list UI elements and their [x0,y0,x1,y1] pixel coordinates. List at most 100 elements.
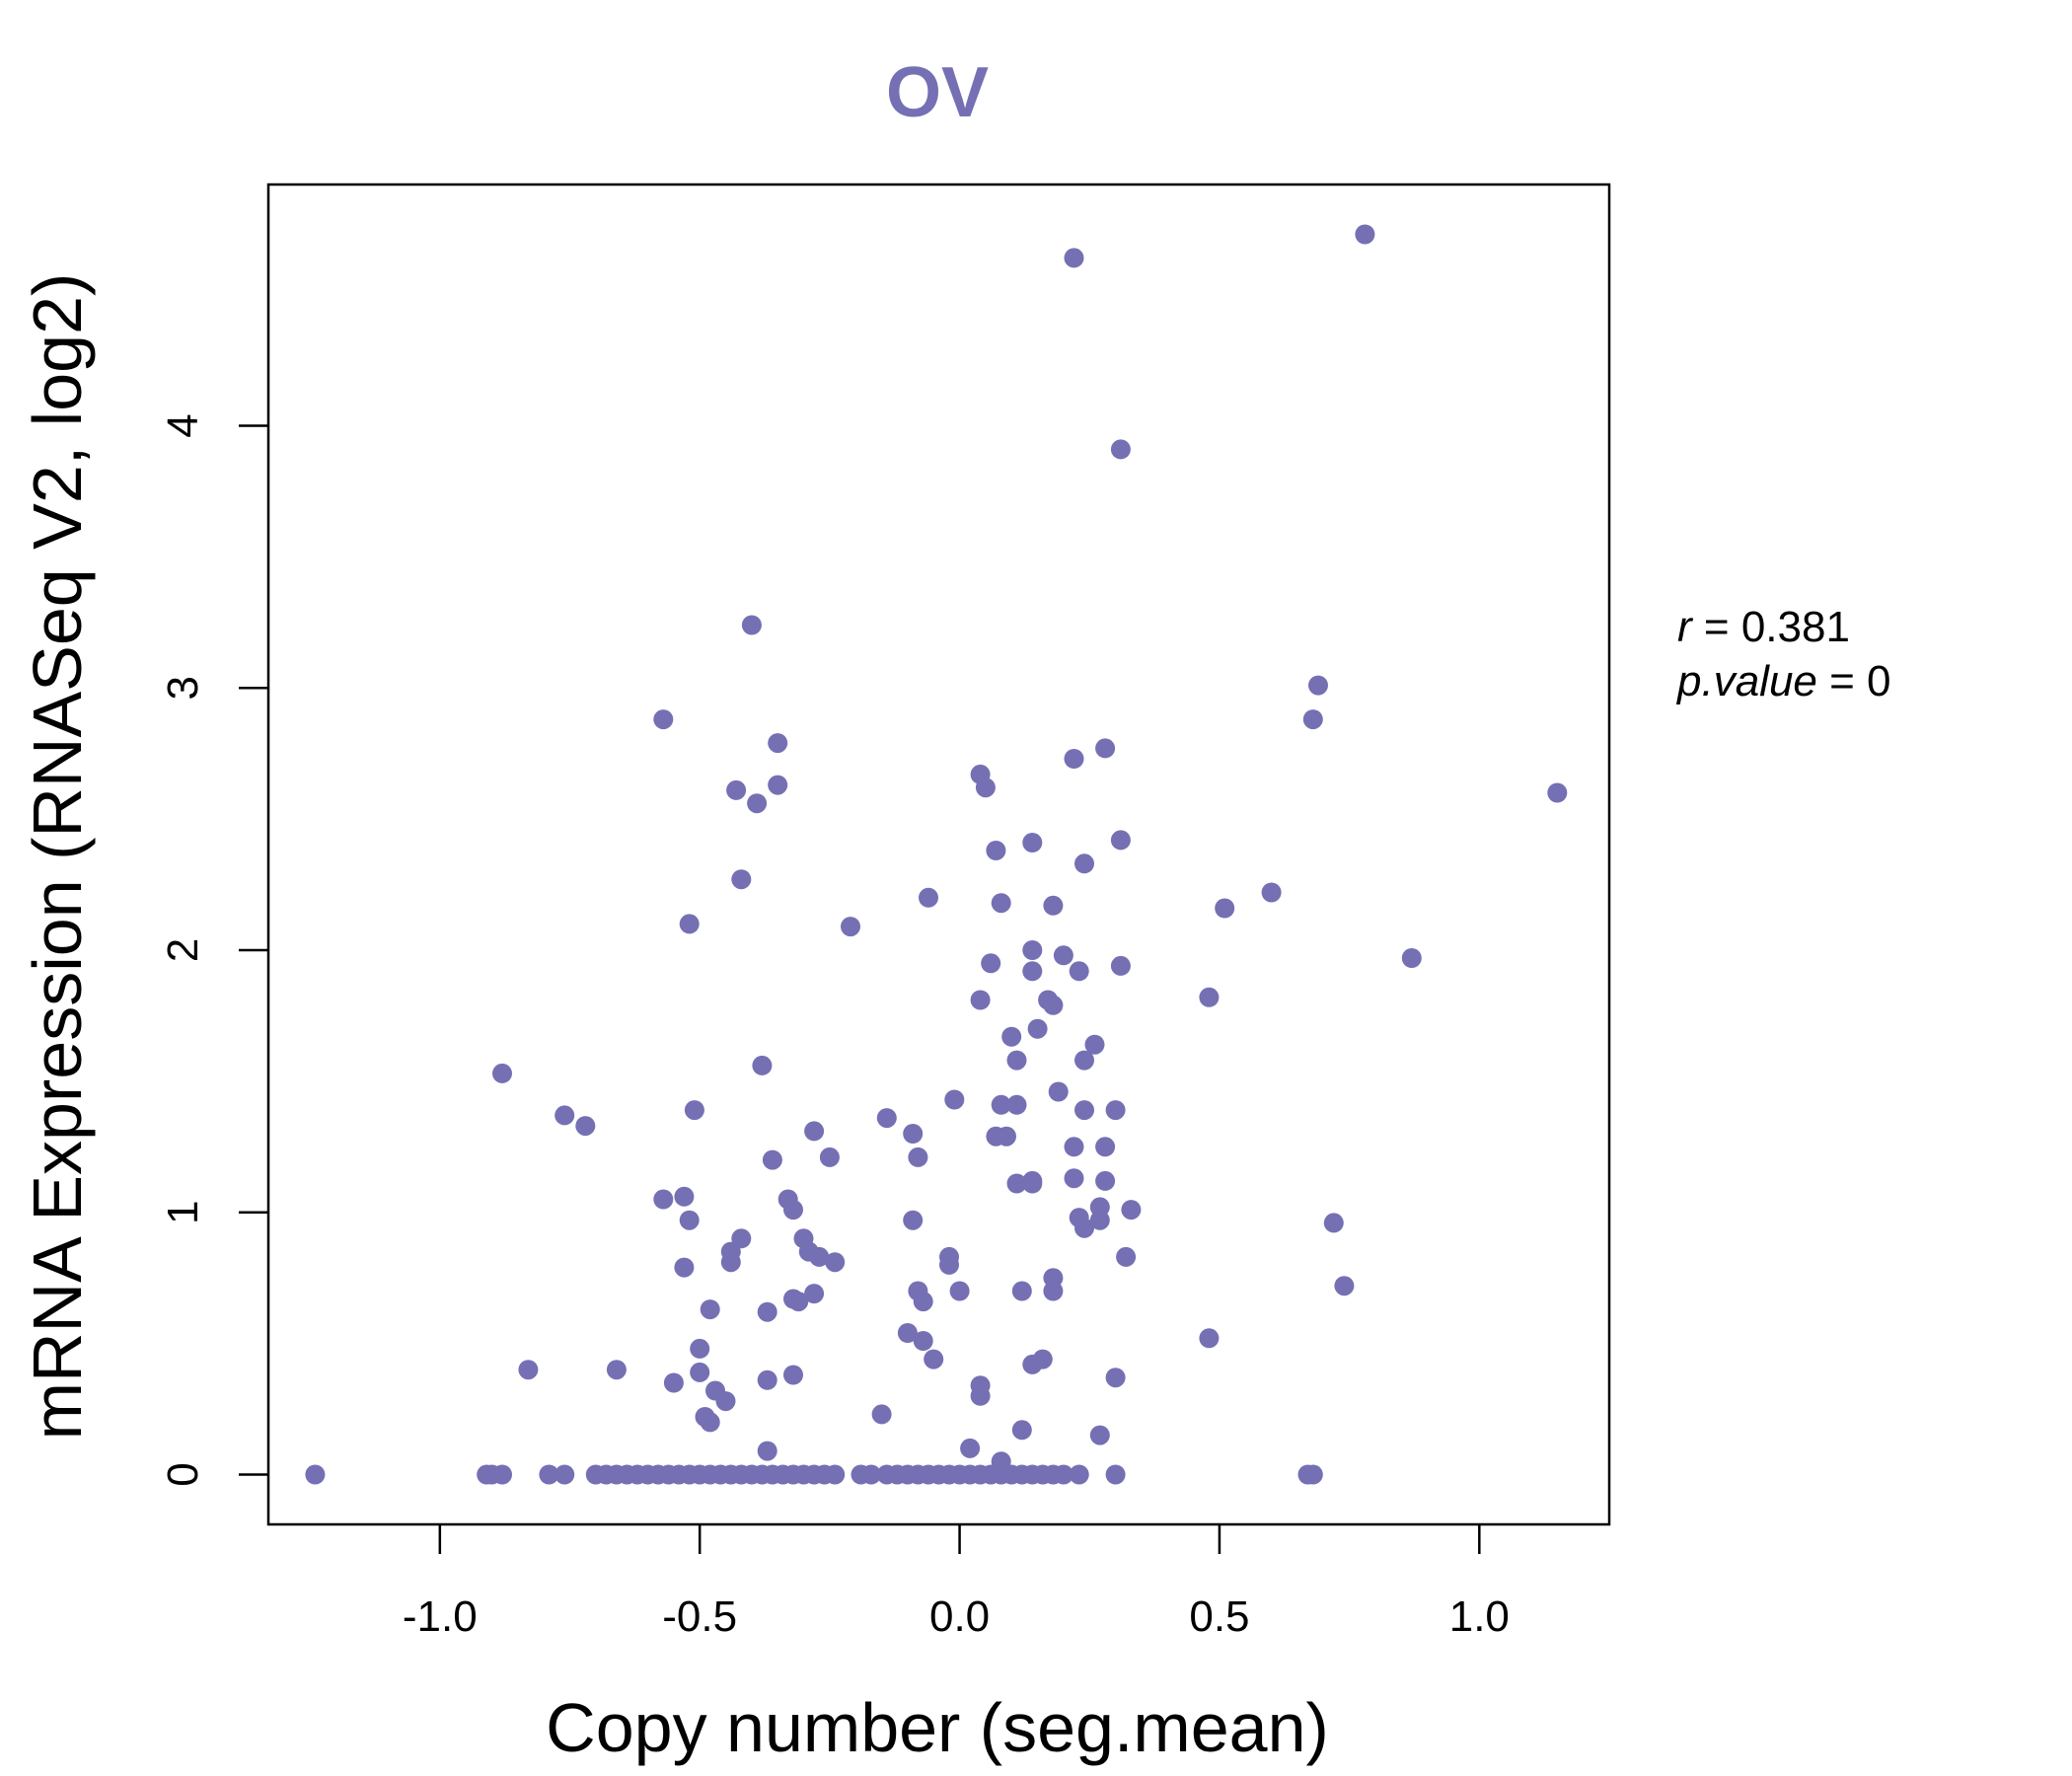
data-point [1064,1137,1084,1157]
data-point [1215,898,1235,919]
data-point [715,1391,736,1412]
data-point [1043,1268,1064,1289]
data-point [1110,830,1131,851]
data-points [305,224,1568,1485]
data-point [747,793,768,814]
data-point [1261,882,1282,903]
data-point [809,1246,830,1267]
data-point [1027,1018,1048,1039]
x-tick-label: 1.0 [1449,1592,1510,1641]
data-point [679,914,700,934]
data-point [1006,1173,1027,1194]
data-point [1022,1170,1043,1191]
data-point [1199,1328,1220,1349]
data-point [876,1108,897,1129]
data-point [305,1464,326,1485]
y-tick-label: 0 [159,1462,207,1486]
x-axis-label: Copy number (seg.mean) [546,1689,1329,1766]
x-tick-label: -1.0 [403,1592,478,1641]
data-point [1121,1200,1142,1221]
data-point [1074,1050,1094,1071]
data-point [690,1338,710,1359]
data-point [1401,948,1422,968]
data-point [1006,1050,1027,1071]
data-point [653,1189,674,1210]
y-tick-label: 3 [159,676,207,700]
plot-frame [266,183,1611,1526]
data-point [539,1464,559,1485]
data-point [1032,1349,1053,1369]
data-point [1064,749,1084,769]
data-point [684,1100,704,1121]
data-point [1302,709,1323,730]
data-point [1011,1420,1032,1441]
data-point [1323,1213,1344,1233]
y-tick-label: 2 [159,938,207,962]
data-point [949,1281,970,1301]
data-point [919,887,938,908]
data-point [674,1257,695,1278]
data-point [783,1365,803,1385]
data-point [825,1464,846,1485]
data-point [653,709,674,730]
data-point [757,1369,777,1390]
data-point [1095,738,1116,759]
data-point [1069,1464,1089,1485]
data-point [518,1360,539,1380]
data-point [1334,1276,1355,1296]
data-point [1547,782,1568,803]
x-axis: -1.0 -0.5 0.0 0.5 1.0 [403,1524,1510,1641]
data-point [1074,853,1094,874]
data-point [939,1246,959,1267]
data-point [1064,248,1084,268]
data-point [871,1404,892,1425]
data-point [700,1412,720,1433]
data-point [1084,1034,1105,1055]
pvalue-annotation: p.value = 0 [1675,657,1891,705]
data-point [757,1441,777,1461]
y-tick-label: 4 [159,413,207,437]
data-point [555,1464,575,1485]
data-point [690,1362,710,1382]
r-label: r [1677,603,1694,651]
data-point [908,1281,928,1301]
data-point [897,1323,918,1343]
data-point [981,953,1001,974]
data-point [788,1292,809,1312]
data-point [804,1284,825,1304]
data-point [752,1055,773,1075]
data-point [1074,1218,1094,1238]
data-point [1105,1368,1126,1388]
data-point [1069,961,1089,982]
data-point [1022,940,1043,960]
data-point [1110,955,1131,976]
data-point [1105,1100,1126,1121]
x-tick-label: 0.0 [929,1592,990,1641]
data-point [1022,961,1043,982]
data-point [1048,1081,1069,1102]
r-equals: = [1692,603,1741,651]
data-point [861,1464,881,1485]
data-point [841,917,860,937]
data-point [1302,1464,1323,1485]
data-point [555,1105,575,1126]
data-point [991,1451,1011,1472]
data-point [804,1121,825,1142]
data-point [1308,675,1328,696]
r-value: 0.381 [1741,603,1850,651]
data-point [1116,1246,1137,1267]
data-point [975,777,996,798]
data-point [1001,1026,1022,1047]
data-point [1355,224,1375,245]
data-point [1043,895,1064,916]
data-point [768,733,788,754]
data-point [1110,439,1131,460]
x-tick-label: -0.5 [662,1592,737,1641]
data-point [924,1349,944,1369]
p-equals: = [1817,657,1867,705]
data-point [679,1210,700,1230]
data-point [1095,1137,1116,1157]
y-axis-label: mRNA Expression (RNASeq V2, log2) [19,273,96,1441]
data-point [726,779,747,800]
